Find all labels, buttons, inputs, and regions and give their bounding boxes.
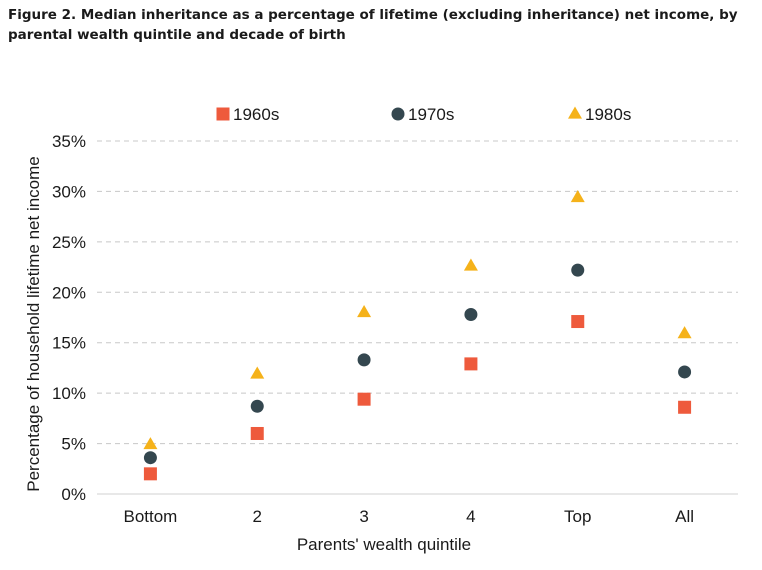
- legend-label: 1960s: [233, 105, 279, 124]
- x-tick-labels: Bottom 2 3 4 Top All: [123, 507, 694, 526]
- marker-1960s-3: [357, 392, 371, 406]
- y-tick-label: 30%: [52, 182, 86, 201]
- x-axis-label: Parents' wealth quintile: [297, 535, 471, 554]
- y-tick-label: 25%: [52, 233, 86, 252]
- x-tick-label: 3: [359, 507, 368, 526]
- marker-1960s-top: [571, 315, 585, 329]
- y-tick-label: 20%: [52, 283, 86, 302]
- marker-1980s-bottom: [143, 437, 158, 450]
- marker-1970s-bottom: [143, 451, 157, 465]
- y-axis-label: Percentage of household lifetime net inc…: [24, 156, 43, 491]
- legend-marker-1980s: [568, 106, 582, 119]
- marker-1980s-all: [677, 326, 692, 339]
- y-tick-label: 5%: [61, 435, 86, 454]
- legend-marker-1960s: [216, 107, 230, 121]
- legend-item-1970s: 1970s: [391, 105, 454, 124]
- marker-1970s-top: [571, 263, 585, 277]
- marker-1960s-2: [250, 426, 264, 440]
- x-tick-label: Top: [564, 507, 591, 526]
- marker-1970s-4: [464, 307, 478, 321]
- y-tick-label: 10%: [52, 384, 86, 403]
- legend-item-1960s: 1960s: [216, 105, 279, 124]
- legend-item-1980s: 1980s: [568, 105, 631, 124]
- y-tick-labels: 0% 5% 10% 15% 20% 25% 30% 35%: [52, 132, 86, 504]
- marker-1980s-3: [357, 304, 372, 318]
- legend-marker-1970s: [391, 107, 405, 121]
- data-markers: [143, 189, 692, 481]
- x-tick-label: Bottom: [123, 507, 177, 526]
- marker-1980s-4: [463, 258, 478, 271]
- x-tick-label: All: [675, 507, 694, 526]
- marker-1970s-2: [250, 399, 264, 413]
- marker-1960s-bottom: [143, 467, 157, 481]
- legend-label: 1970s: [408, 105, 454, 124]
- y-tick-label: 0%: [61, 485, 86, 504]
- marker-1970s-all: [678, 365, 692, 379]
- x-tick-label: 4: [466, 507, 475, 526]
- legend: 1960s 1970s 1980s: [216, 105, 631, 124]
- marker-1960s-4: [464, 357, 478, 371]
- marker-1980s-top: [570, 189, 585, 203]
- x-tick-label: 2: [253, 507, 262, 526]
- gridlines: [97, 140, 738, 445]
- y-tick-label: 35%: [52, 132, 86, 151]
- legend-label: 1980s: [585, 105, 631, 124]
- marker-1960s-all: [678, 400, 692, 414]
- y-tick-label: 15%: [52, 334, 86, 353]
- marker-1970s-3: [357, 353, 371, 367]
- figure-title: Figure 2. Median inheritance as a percen…: [8, 7, 738, 43]
- marker-1980s-2: [250, 366, 265, 379]
